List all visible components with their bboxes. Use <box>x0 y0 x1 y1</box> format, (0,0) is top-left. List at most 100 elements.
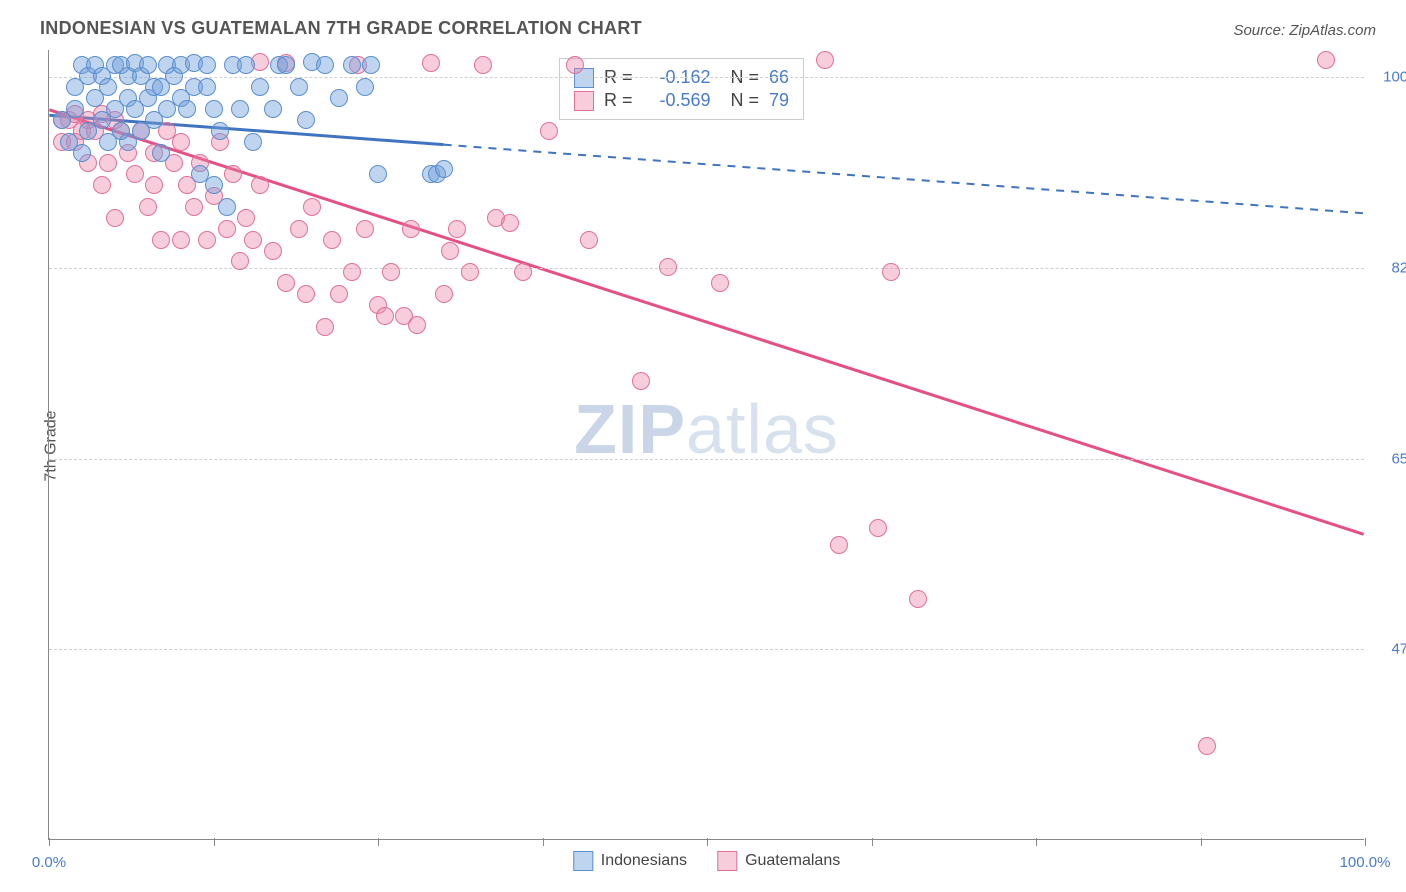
guatemalans-point <box>830 536 848 554</box>
indonesians-point <box>244 133 262 151</box>
x-tick <box>1036 838 1037 846</box>
guatemalans-point <box>659 258 677 276</box>
indonesians-point <box>198 56 216 74</box>
y-tick-label: 47.5% <box>1374 641 1406 658</box>
source-label: Source: ZipAtlas.com <box>1233 22 1376 39</box>
legend-label: Guatemalans <box>745 852 840 870</box>
guatemalans-point <box>126 165 144 183</box>
swatch-icon <box>717 851 737 871</box>
guatemalans-point <box>99 154 117 172</box>
r-value: -0.569 <box>643 90 711 111</box>
guatemalans-point <box>93 176 111 194</box>
x-tick <box>1365 838 1366 846</box>
guatemalans-point <box>566 56 584 74</box>
indonesians-point <box>316 56 334 74</box>
guatemalans-point <box>448 220 466 238</box>
gridline <box>49 649 1364 650</box>
trend-line <box>49 110 1363 534</box>
y-tick-label: 100.0% <box>1374 69 1406 86</box>
indonesians-point <box>152 144 170 162</box>
guatemalans-point <box>711 274 729 292</box>
guatemalans-point <box>909 590 927 608</box>
legend-item: Guatemalans <box>717 851 840 871</box>
guatemalans-point <box>330 285 348 303</box>
x-tick <box>707 838 708 846</box>
indonesians-point <box>99 78 117 96</box>
r-label: R = <box>604 90 633 111</box>
x-tick <box>49 838 50 846</box>
guatemalans-point <box>218 220 236 238</box>
indonesians-point <box>66 100 84 118</box>
indonesians-point <box>356 78 374 96</box>
indonesians-point <box>205 100 223 118</box>
legend-label: Indonesians <box>601 852 687 870</box>
guatemalans-point <box>172 133 190 151</box>
indonesians-point <box>297 111 315 129</box>
guatemalans-point <box>356 220 374 238</box>
guatemalans-point <box>224 165 242 183</box>
x-tick <box>378 838 379 846</box>
guatemalans-point <box>514 263 532 281</box>
chart-container: INDONESIAN VS GUATEMALAN 7TH GRADE CORRE… <box>0 0 1406 892</box>
guatemalans-point <box>816 51 834 69</box>
indonesians-point <box>369 165 387 183</box>
chart-title: INDONESIAN VS GUATEMALAN 7TH GRADE CORRE… <box>40 18 642 39</box>
indonesians-point <box>231 100 249 118</box>
indonesians-point <box>139 56 157 74</box>
guatemalans-point <box>237 209 255 227</box>
indonesians-point <box>205 176 223 194</box>
guatemalans-point <box>501 214 519 232</box>
guatemalans-point <box>145 176 163 194</box>
guatemalans-point <box>435 285 453 303</box>
guatemalans-point <box>277 274 295 292</box>
indonesians-point <box>330 89 348 107</box>
guatemalans-point <box>540 122 558 140</box>
indonesians-point <box>264 100 282 118</box>
guatemalans-point <box>376 307 394 325</box>
indonesians-point <box>73 144 91 162</box>
trend-lines-layer <box>49 50 1364 839</box>
n-label: N = <box>731 90 760 111</box>
guatemalans-point <box>139 198 157 216</box>
indonesians-point <box>218 198 236 216</box>
guatemalans-point <box>441 242 459 260</box>
indonesians-point <box>251 78 269 96</box>
guatemalans-point <box>1317 51 1335 69</box>
x-tick-label: 0.0% <box>32 854 66 871</box>
x-tick <box>1201 838 1202 846</box>
guatemalans-point <box>152 231 170 249</box>
gridline <box>49 459 1364 460</box>
guatemalans-point <box>461 263 479 281</box>
guatemalans-point <box>323 231 341 249</box>
guatemalans-point <box>297 285 315 303</box>
guatemalans-point <box>632 372 650 390</box>
x-tick-label: 100.0% <box>1340 854 1391 871</box>
guatemalans-point <box>303 198 321 216</box>
indonesians-point <box>362 56 380 74</box>
guatemalans-point <box>185 198 203 216</box>
guatemalans-point <box>231 252 249 270</box>
guatemalans-point <box>422 54 440 72</box>
guatemalans-point <box>244 231 262 249</box>
indonesians-point <box>237 56 255 74</box>
guatemalans-point <box>264 242 282 260</box>
x-tick <box>214 838 215 846</box>
guatemalans-point <box>869 519 887 537</box>
swatch-icon <box>573 851 593 871</box>
guatemalans-point <box>251 176 269 194</box>
swatch-icon <box>574 91 594 111</box>
indonesians-point <box>277 56 295 74</box>
bottom-legend: Indonesians Guatemalans <box>573 851 840 871</box>
indonesians-point <box>178 100 196 118</box>
indonesians-point <box>290 78 308 96</box>
indonesians-point <box>435 160 453 178</box>
y-tick-label: 82.5% <box>1374 259 1406 276</box>
plot-area: ZIPatlas R =-0.162N =66R =-0.569N =79 In… <box>48 50 1364 840</box>
trend-line <box>444 145 1364 214</box>
guatemalans-point <box>1198 737 1216 755</box>
guatemalans-point <box>198 231 216 249</box>
guatemalans-point <box>290 220 308 238</box>
x-tick <box>872 838 873 846</box>
guatemalans-point <box>172 231 190 249</box>
guatemalans-point <box>408 316 426 334</box>
